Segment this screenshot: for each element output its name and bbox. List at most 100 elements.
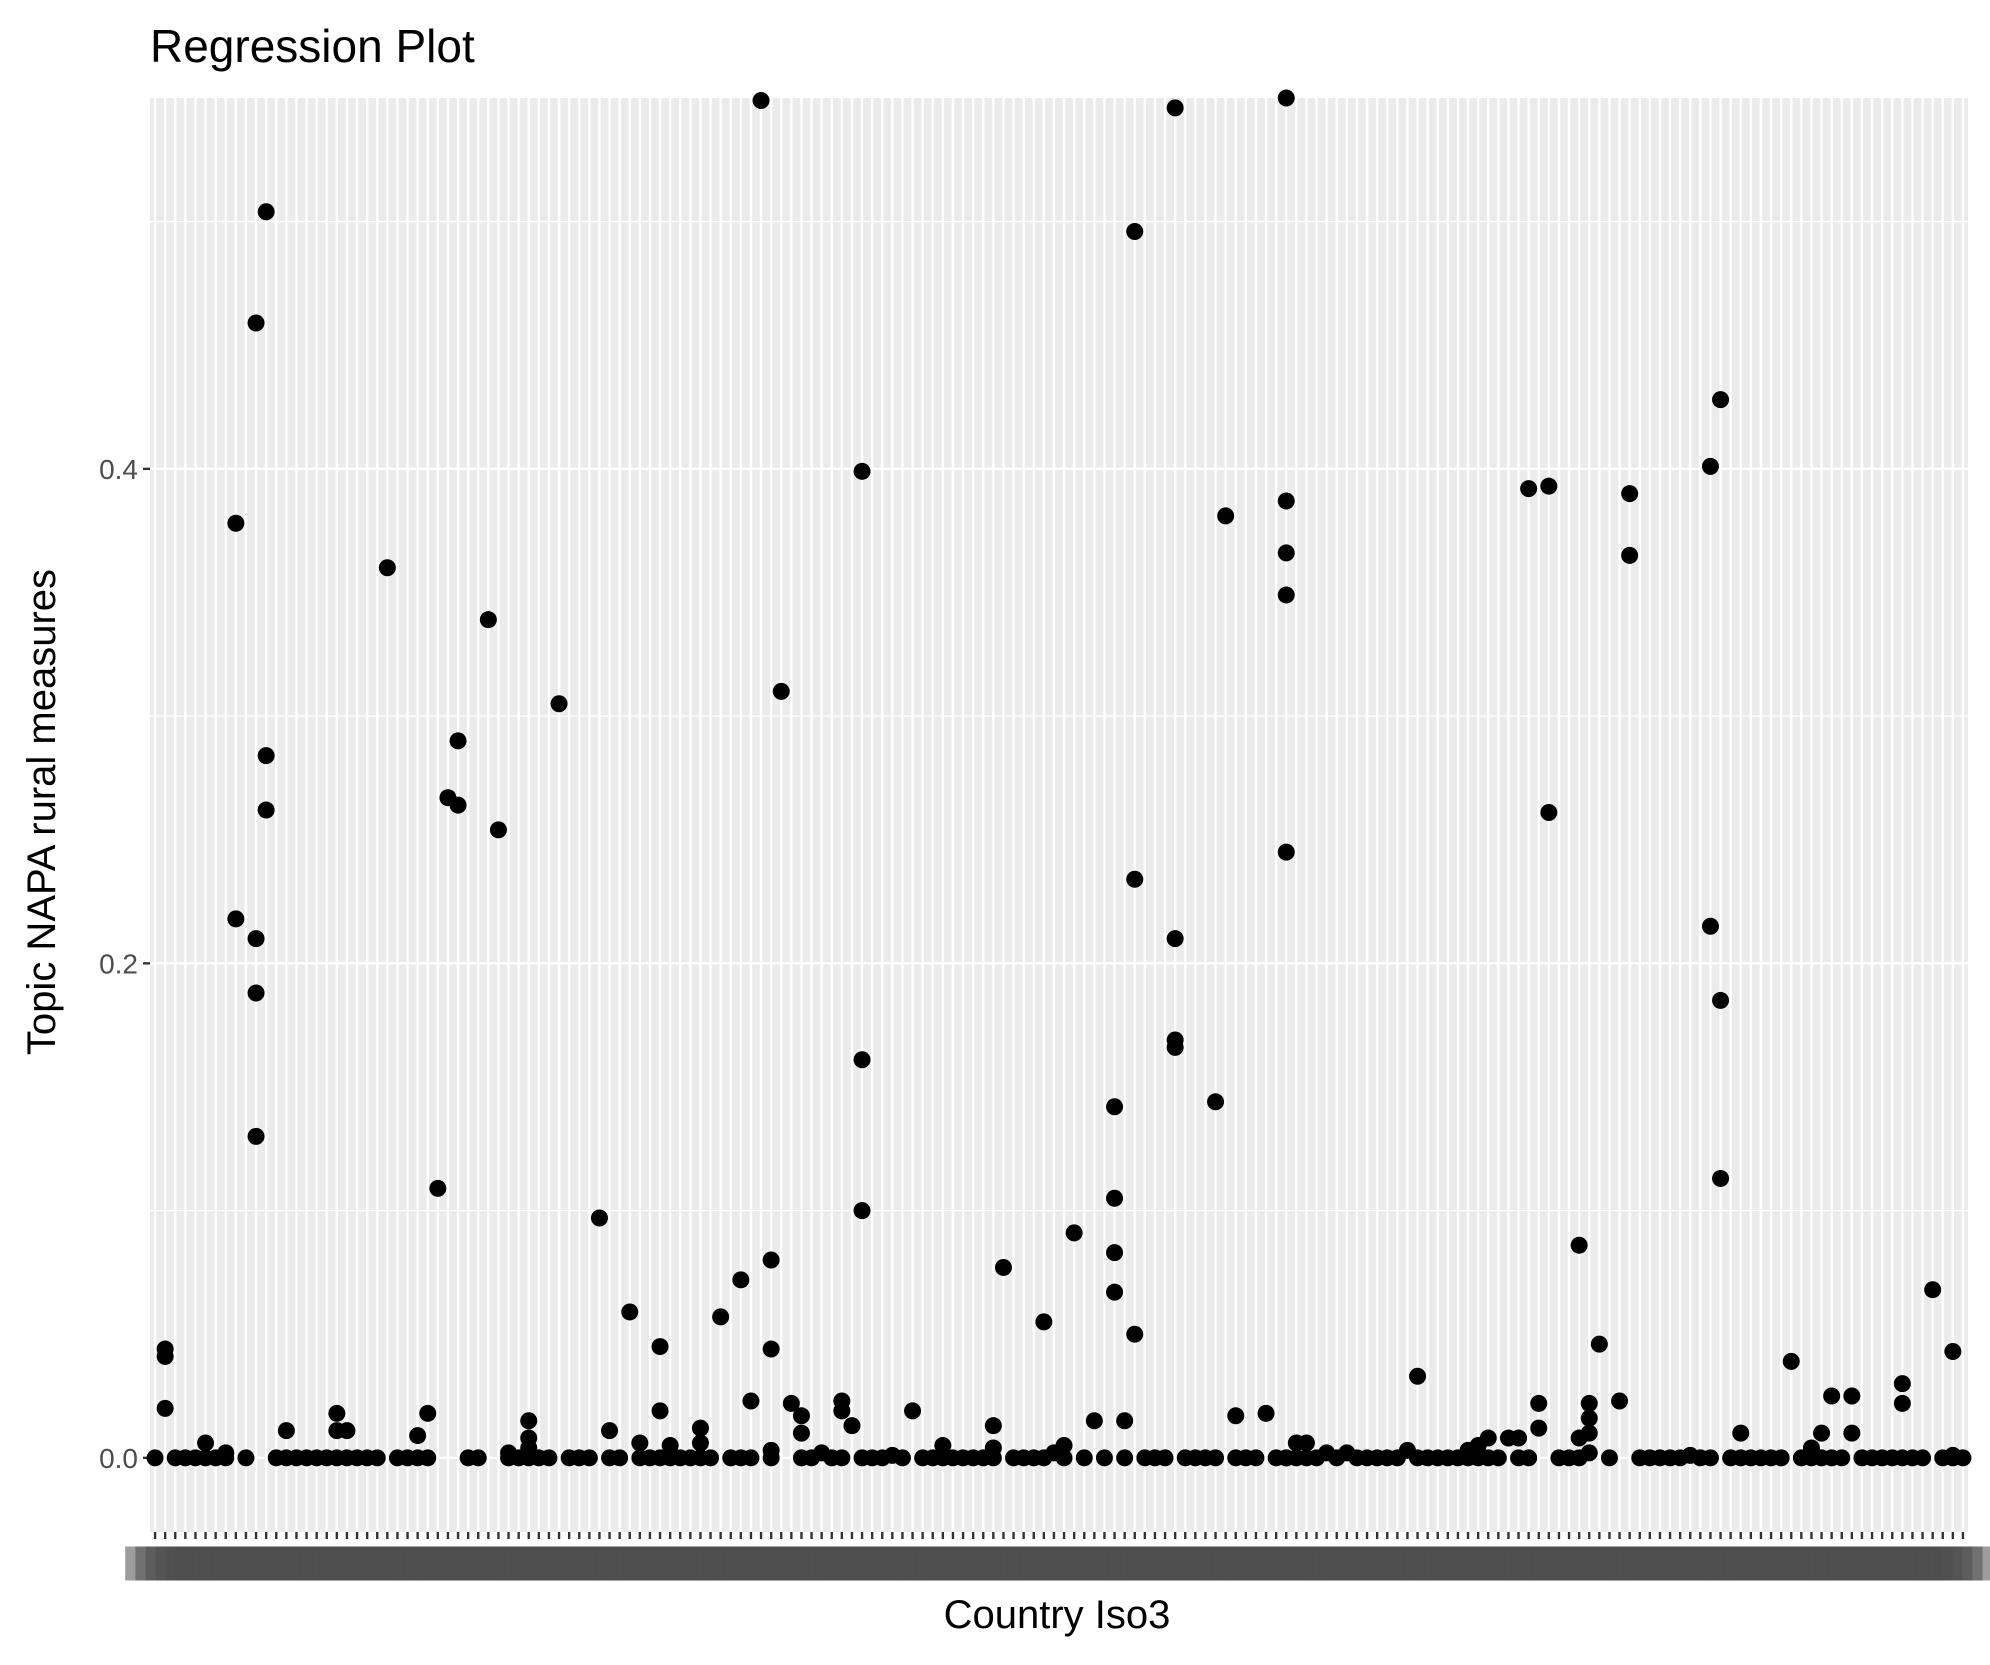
x-category-label: ███ [519, 1546, 579, 1581]
x-category-label: ███ [327, 1546, 387, 1581]
data-point [277, 1422, 295, 1440]
x-category-label: ███ [317, 1546, 377, 1581]
x-category-label: ███ [974, 1546, 1034, 1581]
x-category-label: ███ [923, 1546, 983, 1581]
data-point [227, 910, 245, 928]
gridlines [150, 98, 1968, 1532]
x-category-label: ███ [277, 1546, 337, 1581]
x-category-label: ███ [1681, 1546, 1741, 1581]
x-category-label: ███ [903, 1546, 963, 1581]
data-point [146, 1449, 164, 1467]
x-category-label: ███ [236, 1546, 296, 1581]
x-category-label: ███ [418, 1546, 478, 1581]
data-point [1075, 1449, 1093, 1467]
y-tick-label: 0.0 [99, 1443, 138, 1474]
x-category-label: ███ [842, 1546, 902, 1581]
data-point [489, 821, 507, 839]
data-point [1126, 1325, 1144, 1343]
x-category-label: ███ [1761, 1546, 1821, 1581]
data-point [1520, 1449, 1538, 1467]
data-point [984, 1449, 1002, 1467]
data-point [1166, 930, 1184, 948]
x-category-label: ███ [1256, 1546, 1316, 1581]
x-axis-title: Country Iso3 [944, 1593, 1171, 1637]
data-point [1409, 1367, 1427, 1385]
data-point [1782, 1352, 1800, 1370]
data-point [742, 1392, 760, 1410]
x-category-label: ███ [1600, 1546, 1660, 1581]
x-category-label: ███ [580, 1546, 640, 1581]
x-category-label: ███ [1893, 1546, 1953, 1581]
x-category-label: ███ [1933, 1546, 1990, 1581]
x-category-label: ███ [1004, 1546, 1064, 1581]
x-category-label: ███ [913, 1546, 973, 1581]
data-point [782, 1394, 800, 1412]
data-point [1106, 1283, 1124, 1301]
data-point [792, 1407, 810, 1425]
data-point [792, 1424, 810, 1442]
data-point [762, 1251, 780, 1269]
data-point [590, 1209, 608, 1227]
data-point [1772, 1449, 1790, 1467]
x-category-label: ███ [479, 1546, 539, 1581]
data-point [1207, 1093, 1225, 1111]
x-category-label: ███ [1105, 1546, 1165, 1581]
data-point [651, 1402, 669, 1420]
data-point [378, 559, 396, 577]
x-category-label: ███ [1044, 1546, 1104, 1581]
x-category-label: ███ [1610, 1546, 1670, 1581]
x-category-label: ███ [1741, 1546, 1801, 1581]
x-category-label: ███ [226, 1546, 286, 1581]
x-category-label: ███ [438, 1546, 498, 1581]
data-point [1540, 477, 1558, 495]
data-point [1106, 1098, 1124, 1116]
x-category-label: ███ [1277, 1546, 1337, 1581]
data-point [934, 1436, 952, 1454]
x-category-label: ███ [1549, 1546, 1609, 1581]
x-category-label: ███ [650, 1546, 710, 1581]
data-point [1035, 1313, 1053, 1331]
x-category-labels: ████████████████████████████████████████… [125, 1546, 1990, 1581]
data-point [762, 1449, 780, 1467]
data-point [1277, 843, 1295, 861]
x-category-label: ███ [1499, 1546, 1559, 1581]
data-point [247, 984, 265, 1002]
data-point [752, 91, 770, 109]
x-category-label: ███ [1125, 1546, 1185, 1581]
data-point [227, 514, 245, 532]
data-point [1580, 1394, 1598, 1412]
x-category-label: ███ [347, 1546, 407, 1581]
x-category-label: ███ [1640, 1546, 1700, 1581]
data-point [1893, 1375, 1911, 1393]
data-point [1166, 1038, 1184, 1056]
x-category-label: ███ [1054, 1546, 1114, 1581]
x-category-label: ███ [1883, 1546, 1943, 1581]
data-point [1156, 1449, 1174, 1467]
x-category-label: ███ [1671, 1546, 1731, 1581]
data-point [1217, 507, 1235, 525]
x-category-label: ███ [812, 1546, 872, 1581]
x-category-label: ███ [762, 1546, 822, 1581]
x-category-label: ███ [1176, 1546, 1236, 1581]
x-category-label: ███ [1145, 1546, 1205, 1581]
x-category-label: ███ [388, 1546, 448, 1581]
plot-panel [150, 98, 1968, 1532]
x-category-label: ███ [1559, 1546, 1619, 1581]
chart-title: Regression Plot [150, 20, 475, 72]
data-point [328, 1404, 346, 1422]
x-category-label: ███ [610, 1546, 670, 1581]
x-category-label: ███ [448, 1546, 508, 1581]
x-category-label: ███ [560, 1546, 620, 1581]
data-point [1510, 1429, 1528, 1447]
data-point [1580, 1444, 1598, 1462]
x-category-label: ███ [1267, 1546, 1327, 1581]
data-point [1277, 492, 1295, 510]
x-category-label: ███ [681, 1546, 741, 1581]
data-point [1106, 1189, 1124, 1207]
data-point [732, 1271, 750, 1289]
data-point [1277, 89, 1295, 107]
data-points [146, 89, 1972, 1467]
data-point [1701, 457, 1719, 475]
data-point [833, 1402, 851, 1420]
